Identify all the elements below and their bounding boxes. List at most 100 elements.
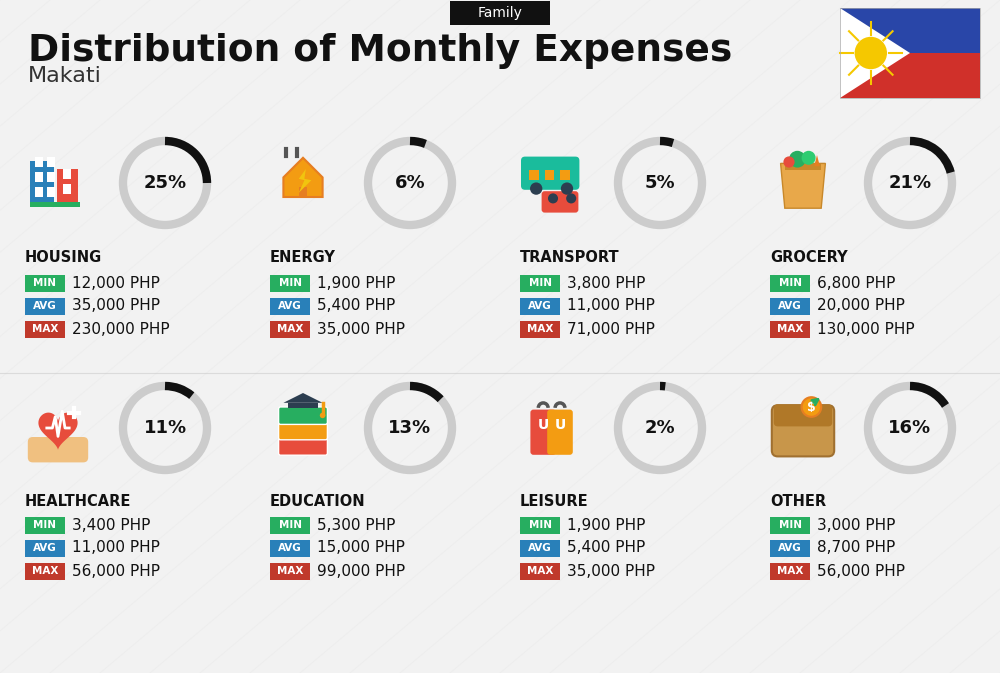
Polygon shape xyxy=(38,413,78,450)
Text: MAX: MAX xyxy=(277,566,303,576)
Bar xyxy=(545,170,554,180)
FancyBboxPatch shape xyxy=(530,410,556,455)
Text: MAX: MAX xyxy=(277,324,303,334)
Bar xyxy=(57,169,78,203)
FancyBboxPatch shape xyxy=(270,563,310,579)
Text: MAX: MAX xyxy=(32,566,58,576)
Polygon shape xyxy=(814,155,820,166)
Text: 20,000 PHP: 20,000 PHP xyxy=(817,299,905,314)
FancyBboxPatch shape xyxy=(520,275,560,291)
Polygon shape xyxy=(283,157,323,197)
Circle shape xyxy=(548,193,558,203)
Text: 21%: 21% xyxy=(888,174,932,192)
FancyBboxPatch shape xyxy=(770,540,810,557)
Text: 130,000 PHP: 130,000 PHP xyxy=(817,322,915,336)
Circle shape xyxy=(855,37,887,69)
Bar xyxy=(47,172,55,182)
Text: AVG: AVG xyxy=(33,301,57,311)
Text: 15,000 PHP: 15,000 PHP xyxy=(317,540,405,555)
Text: 11,000 PHP: 11,000 PHP xyxy=(72,540,160,555)
Bar xyxy=(35,157,43,167)
Bar xyxy=(30,202,80,207)
Text: AVG: AVG xyxy=(528,301,552,311)
Polygon shape xyxy=(299,169,311,192)
Circle shape xyxy=(561,182,573,194)
Text: AVG: AVG xyxy=(278,543,302,553)
Text: 5,300 PHP: 5,300 PHP xyxy=(317,518,395,532)
FancyBboxPatch shape xyxy=(25,516,65,534)
FancyBboxPatch shape xyxy=(770,275,810,291)
FancyBboxPatch shape xyxy=(520,540,560,557)
Circle shape xyxy=(320,413,325,418)
Text: 35,000 PHP: 35,000 PHP xyxy=(72,299,160,314)
Text: 3,000 PHP: 3,000 PHP xyxy=(817,518,895,532)
Text: EDUCATION: EDUCATION xyxy=(270,493,366,509)
FancyBboxPatch shape xyxy=(450,1,550,25)
FancyBboxPatch shape xyxy=(770,297,810,314)
FancyBboxPatch shape xyxy=(28,437,88,462)
Polygon shape xyxy=(840,8,980,53)
Polygon shape xyxy=(840,53,980,98)
Text: MIN: MIN xyxy=(778,278,802,288)
Text: AVG: AVG xyxy=(278,301,302,311)
FancyBboxPatch shape xyxy=(270,540,310,557)
Bar xyxy=(35,187,43,197)
Text: U: U xyxy=(554,418,566,432)
Text: MAX: MAX xyxy=(777,566,803,576)
FancyBboxPatch shape xyxy=(25,540,65,557)
Text: AVG: AVG xyxy=(33,543,57,553)
Bar xyxy=(47,187,55,197)
FancyBboxPatch shape xyxy=(774,404,832,427)
Bar xyxy=(35,172,43,182)
Circle shape xyxy=(566,193,576,203)
Text: 11%: 11% xyxy=(143,419,187,437)
Bar xyxy=(299,187,307,197)
Text: 12,000 PHP: 12,000 PHP xyxy=(72,275,160,291)
FancyBboxPatch shape xyxy=(772,405,834,456)
Polygon shape xyxy=(873,40,880,46)
Bar xyxy=(30,161,54,205)
Text: 2%: 2% xyxy=(645,419,675,437)
FancyBboxPatch shape xyxy=(547,410,573,455)
Text: 1,900 PHP: 1,900 PHP xyxy=(567,518,645,532)
Bar xyxy=(840,8,980,98)
FancyBboxPatch shape xyxy=(25,320,65,337)
Text: $: $ xyxy=(807,400,816,413)
Text: 8,700 PHP: 8,700 PHP xyxy=(817,540,895,555)
FancyBboxPatch shape xyxy=(520,516,560,534)
FancyBboxPatch shape xyxy=(520,320,560,337)
Text: MAX: MAX xyxy=(777,324,803,334)
Polygon shape xyxy=(873,61,880,67)
Text: HOUSING: HOUSING xyxy=(25,250,102,266)
Text: MAX: MAX xyxy=(527,324,553,334)
FancyBboxPatch shape xyxy=(25,563,65,579)
FancyBboxPatch shape xyxy=(542,191,578,213)
Text: MIN: MIN xyxy=(778,520,802,530)
Polygon shape xyxy=(781,164,825,208)
Text: 16%: 16% xyxy=(888,419,932,437)
Text: Makati: Makati xyxy=(28,66,102,86)
FancyBboxPatch shape xyxy=(520,563,560,579)
Text: 3,400 PHP: 3,400 PHP xyxy=(72,518,150,532)
Text: ENERGY: ENERGY xyxy=(270,250,336,266)
Text: LEISURE: LEISURE xyxy=(520,493,589,509)
FancyBboxPatch shape xyxy=(770,563,810,579)
Text: OTHER: OTHER xyxy=(770,493,826,509)
Text: 71,000 PHP: 71,000 PHP xyxy=(567,322,655,336)
FancyBboxPatch shape xyxy=(279,423,327,439)
Text: 35,000 PHP: 35,000 PHP xyxy=(567,563,655,579)
FancyBboxPatch shape xyxy=(770,516,810,534)
Text: TRANSPORT: TRANSPORT xyxy=(520,250,620,266)
FancyBboxPatch shape xyxy=(279,407,327,425)
FancyBboxPatch shape xyxy=(521,157,579,190)
Circle shape xyxy=(802,151,816,165)
Circle shape xyxy=(530,182,542,194)
Text: MIN: MIN xyxy=(34,278,56,288)
Circle shape xyxy=(789,151,806,168)
FancyBboxPatch shape xyxy=(270,320,310,337)
Text: 5,400 PHP: 5,400 PHP xyxy=(317,299,395,314)
Polygon shape xyxy=(283,393,323,403)
Text: AVG: AVG xyxy=(778,543,802,553)
FancyBboxPatch shape xyxy=(270,516,310,534)
Text: 3,800 PHP: 3,800 PHP xyxy=(567,275,645,291)
